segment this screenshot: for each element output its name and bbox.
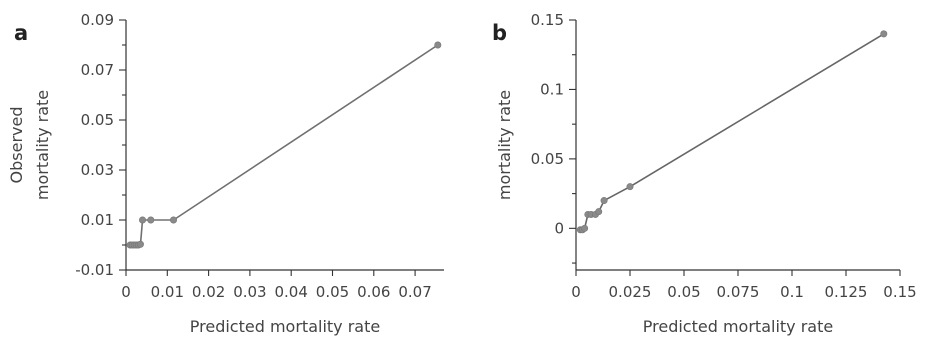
y-tick-label: 0.05 [531, 150, 564, 168]
x-tick-label: 0.025 [609, 283, 652, 301]
x-tick-label: 0.06 [357, 283, 390, 301]
x-tick-label: 0 [571, 283, 581, 301]
x-tick-label: 0.02 [192, 283, 225, 301]
panel-a: a 0 0.01 0.02 0.03 0.04 0.05 0.06 0.07 -0.01 0.01 0… [7, 11, 444, 336]
data-point [169, 216, 177, 224]
data-point [626, 183, 634, 191]
panel-letter: b [492, 21, 507, 45]
panel-b: b 0 0.025 0.05 0.075 0.1 0.125 0.15 0 0.05 0.1 0.15… [492, 11, 917, 336]
x-tick-label: 0.075 [717, 283, 760, 301]
y-tick-label: -0.01 [75, 261, 114, 279]
y-tick-label: 0.03 [81, 161, 114, 179]
x-tick-label: 0 [121, 283, 131, 301]
series-line [580, 33, 885, 231]
x-tick-label: 0.05 [316, 283, 349, 301]
x-tick-label: 0.03 [233, 283, 266, 301]
data-point [595, 208, 603, 216]
y-tick-label: 0.07 [81, 61, 114, 79]
data-point [434, 41, 442, 49]
data-point [139, 216, 147, 224]
y-tick-label: 0.09 [81, 11, 114, 29]
data-point [581, 224, 589, 232]
y-axis-title: mortality rate [495, 90, 514, 200]
x-axis-title: Predicted mortality rate [643, 317, 833, 336]
y-tick-label: 0 [554, 219, 564, 237]
x-tick-label: 0.01 [151, 283, 184, 301]
panel-letter: a [14, 21, 28, 45]
series-line [130, 44, 439, 246]
x-tick-label: 0.15 [883, 283, 916, 301]
x-tick-label: 0.07 [398, 283, 431, 301]
y-tick-label: 0.15 [531, 11, 564, 29]
data-point [136, 240, 144, 248]
x-tick-label: 0.1 [780, 283, 804, 301]
y-axis-title: mortality rate [33, 90, 52, 200]
y-axis-title: Observed [7, 107, 26, 184]
data-point [600, 197, 608, 205]
x-tick-label: 0.04 [274, 283, 307, 301]
x-tick-label: 0.05 [667, 283, 700, 301]
data-point [880, 30, 888, 38]
x-tick-label: 0.125 [825, 283, 868, 301]
y-tick-label: 0.1 [540, 80, 564, 98]
x-axis-title: Predicted mortality rate [190, 317, 380, 336]
y-tick-label: 0.05 [81, 111, 114, 129]
y-tick-label: 0.01 [81, 211, 114, 229]
data-point [147, 216, 155, 224]
